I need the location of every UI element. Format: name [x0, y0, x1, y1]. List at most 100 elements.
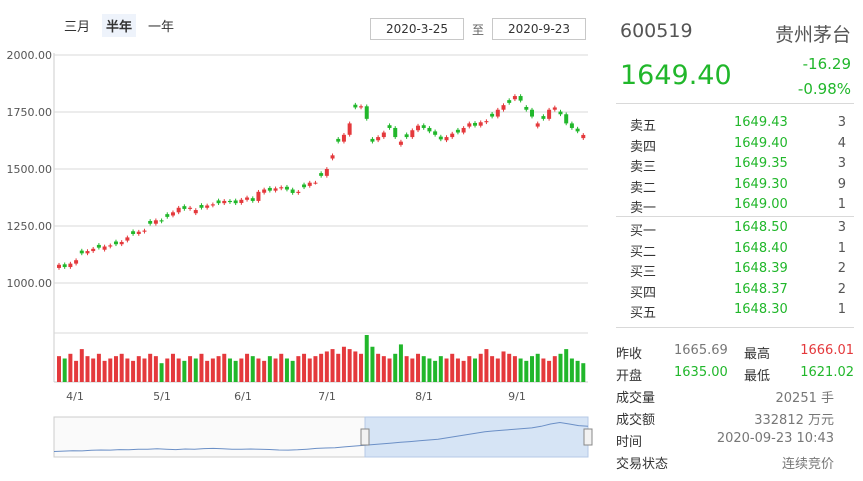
- trade-time: 时间 2020-09-23 10:43: [616, 431, 834, 450]
- range-6m-button[interactable]: 半年: [102, 14, 137, 37]
- candle-body: [296, 191, 301, 193]
- sell-price: 1649.35: [734, 156, 788, 171]
- candle-body: [113, 241, 118, 245]
- candle-body: [125, 237, 130, 241]
- sell-row: 卖五 1649.43 3: [626, 115, 846, 135]
- candle-body: [188, 207, 193, 209]
- volume: 成交量 20251 手: [616, 391, 834, 406]
- candle-body: [393, 127, 398, 138]
- candle-body: [148, 220, 153, 224]
- volume-bar: [347, 349, 352, 382]
- y-tick-label: 1750.00: [7, 106, 53, 119]
- buy-volume: 2: [837, 281, 846, 297]
- volume-bar: [370, 346, 375, 382]
- candle-body: [74, 260, 79, 264]
- volume-bar: [113, 356, 118, 382]
- buy-row: 买三 1648.39 2: [626, 261, 846, 281]
- candle-body: [199, 205, 204, 208]
- candle-body: [262, 189, 267, 193]
- candle-body: [461, 127, 466, 133]
- start-date-input[interactable]: 2020-3-25: [370, 18, 464, 40]
- volume-bar: [96, 353, 101, 382]
- date-range: 2020-3-25 至 2020-9-23: [370, 18, 587, 40]
- sell-level-label: 卖四: [630, 139, 657, 155]
- candle-body: [478, 122, 483, 126]
- end-date-input[interactable]: 2020-9-23: [492, 18, 587, 40]
- candle-body: [205, 205, 210, 208]
- candle-body: [376, 137, 381, 141]
- volume-bar: [581, 363, 586, 382]
- volume-bar: [444, 358, 449, 382]
- volume-bar: [518, 358, 523, 382]
- volume-bar: [569, 358, 574, 382]
- sell-price: 1649.00: [734, 197, 788, 212]
- x-tick-label: 7/1: [318, 390, 336, 403]
- price-chart: 2000.00 1750.00 1500.00 1250.00 1000.00 4/1 5…: [7, 49, 593, 458]
- candle-body: [416, 125, 421, 131]
- candle-body: [176, 207, 181, 213]
- buy-level-label: 买五: [630, 306, 657, 321]
- volume-bar: [381, 356, 386, 382]
- candle-body: [216, 200, 221, 204]
- sell-volume: 3: [837, 115, 846, 130]
- buy-row: 买四 1648.37 2: [626, 282, 846, 302]
- volume-bar: [296, 356, 301, 382]
- volume-bar: [501, 351, 506, 382]
- volume-bar: [302, 353, 307, 382]
- volume-bar: [153, 356, 158, 382]
- candle-body: [165, 214, 170, 217]
- sell-level-label: 卖一: [630, 201, 657, 216]
- range-1y-button[interactable]: 一年: [148, 20, 175, 35]
- navigator-right-handle[interactable]: [583, 428, 593, 446]
- volume-bar: [364, 335, 369, 382]
- x-tick-label: 9/1: [508, 390, 526, 403]
- volume-bar: [330, 349, 335, 382]
- volume-bar: [507, 353, 512, 382]
- candle-body: [427, 127, 432, 132]
- sell-volume: 4: [837, 135, 846, 151]
- buy-row: 买二 1648.40 1: [626, 241, 846, 261]
- volume-bar: [227, 358, 232, 382]
- volume-bar: [547, 360, 552, 382]
- sell-volume: 9: [837, 176, 846, 192]
- volume-bar: [102, 360, 107, 382]
- stock-code: 600519: [620, 20, 693, 42]
- candle-body: [398, 141, 403, 145]
- candle-body: [233, 200, 238, 204]
- volume-bar: [416, 353, 421, 382]
- candle-body: [79, 250, 84, 254]
- volume-bar: [245, 353, 250, 382]
- candle-body: [330, 155, 335, 159]
- candle-body: [535, 123, 540, 127]
- candle-body: [421, 125, 426, 128]
- volume-bar: [433, 360, 438, 382]
- buy-level-label: 买三: [630, 265, 657, 280]
- sell-level-label: 卖三: [630, 160, 657, 175]
- candle-body: [102, 246, 107, 250]
- navigator-left-handle[interactable]: [360, 428, 370, 446]
- volume-bar: [125, 358, 130, 382]
- volume-bar: [79, 349, 84, 382]
- candle-body: [410, 130, 415, 138]
- volume-bar: [478, 353, 483, 382]
- volume-bar: [490, 356, 495, 382]
- candle-body: [324, 169, 329, 176]
- sell-level-label: 卖五: [630, 119, 657, 134]
- range-3m-button[interactable]: 三月: [64, 20, 91, 35]
- candle-body: [336, 138, 341, 142]
- volume-bar: [404, 356, 409, 382]
- candle-body: [96, 244, 101, 248]
- y-tick-label: 2000.00: [7, 49, 53, 62]
- volume-bar: [530, 356, 534, 382]
- volume-bar: [359, 353, 364, 382]
- trade-status: 交易状态 连续竞价: [616, 457, 834, 472]
- low-price: 最低 1621.02: [744, 365, 854, 384]
- volume-bar: [159, 363, 164, 382]
- candle-body: [353, 104, 358, 108]
- candle-body: [222, 200, 227, 204]
- buy-price: 1648.37: [734, 281, 788, 297]
- volume-bar: [512, 356, 517, 382]
- candle-body: [433, 131, 438, 135]
- candle-body: [455, 129, 460, 133]
- prev-close: 昨收 1665.69: [616, 343, 728, 362]
